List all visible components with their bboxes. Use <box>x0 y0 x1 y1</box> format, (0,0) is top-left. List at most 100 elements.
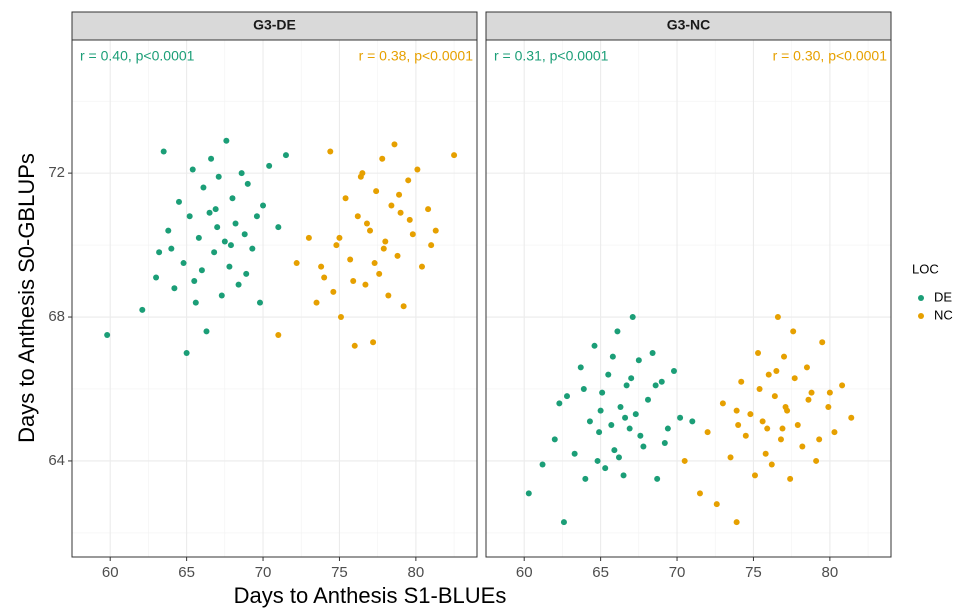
point <box>747 411 754 418</box>
point <box>208 155 215 162</box>
point <box>803 364 810 371</box>
y-tick-label: 68 <box>48 308 65 325</box>
point <box>571 450 578 457</box>
point <box>594 457 601 464</box>
point <box>614 328 621 335</box>
point <box>226 263 233 270</box>
point <box>629 314 636 321</box>
point <box>816 436 823 443</box>
point <box>400 303 407 310</box>
point <box>376 270 383 277</box>
point <box>373 188 380 195</box>
point <box>260 202 267 209</box>
point <box>203 328 210 335</box>
point <box>139 306 146 313</box>
point <box>388 202 395 209</box>
point <box>652 382 659 389</box>
point <box>371 260 378 267</box>
point <box>215 173 222 180</box>
point <box>764 425 771 432</box>
point <box>735 421 742 428</box>
point <box>615 454 622 461</box>
point <box>235 281 242 288</box>
point <box>755 350 762 357</box>
point <box>223 137 230 144</box>
point <box>539 461 546 468</box>
point <box>599 389 606 396</box>
point <box>661 439 668 446</box>
point <box>249 245 256 252</box>
point <box>799 443 806 450</box>
point <box>394 252 401 259</box>
y-tick-label: 72 <box>48 164 65 181</box>
legend-label: NC <box>934 307 953 322</box>
point <box>773 367 780 374</box>
point <box>645 396 651 403</box>
point <box>622 414 629 421</box>
point <box>212 206 219 213</box>
point <box>791 375 798 382</box>
point <box>839 382 846 389</box>
point <box>632 411 639 418</box>
point <box>560 519 567 526</box>
point <box>357 173 364 180</box>
point <box>266 162 273 169</box>
point <box>640 443 647 450</box>
x-axis-title: Days to Anthesis S1-BLUEs <box>234 583 507 608</box>
point <box>406 216 413 223</box>
point <box>336 234 343 241</box>
point <box>351 342 358 349</box>
point <box>432 227 439 234</box>
point <box>782 403 789 410</box>
point <box>221 238 228 245</box>
point <box>609 353 616 360</box>
point <box>826 389 833 396</box>
point <box>243 270 250 277</box>
point <box>379 155 386 162</box>
point <box>313 299 320 306</box>
point <box>414 166 421 173</box>
point <box>586 418 593 425</box>
point <box>342 195 349 202</box>
point <box>354 213 361 220</box>
point <box>253 213 260 220</box>
point <box>611 447 618 454</box>
point <box>628 375 635 382</box>
point <box>713 501 720 508</box>
panel-border <box>485 39 892 558</box>
point <box>597 407 604 414</box>
point <box>192 299 199 306</box>
point <box>396 191 403 198</box>
point <box>781 353 788 360</box>
point <box>195 234 202 241</box>
point <box>198 267 205 274</box>
x-tick-label: 60 <box>516 564 533 581</box>
point <box>168 245 175 252</box>
point <box>156 249 163 256</box>
point <box>819 339 826 346</box>
point <box>591 342 598 349</box>
point <box>275 332 282 339</box>
point <box>206 209 213 216</box>
point <box>362 281 369 288</box>
point <box>756 385 763 392</box>
point <box>409 231 416 238</box>
point <box>779 425 786 432</box>
point <box>175 198 182 205</box>
annotation: r = 0.40, p<0.0001 <box>80 48 195 64</box>
point <box>551 436 558 443</box>
point <box>189 166 196 173</box>
point <box>321 274 328 281</box>
point <box>605 371 612 378</box>
x-tick-label: 70 <box>255 564 272 581</box>
point <box>104 332 111 339</box>
point <box>428 242 435 249</box>
point <box>160 148 167 155</box>
point <box>771 393 778 400</box>
annotation: r = 0.30, p<0.0001 <box>773 48 888 64</box>
point <box>385 292 392 299</box>
point <box>623 382 630 389</box>
point <box>191 278 198 285</box>
point <box>825 403 832 410</box>
strip <box>71 11 478 41</box>
